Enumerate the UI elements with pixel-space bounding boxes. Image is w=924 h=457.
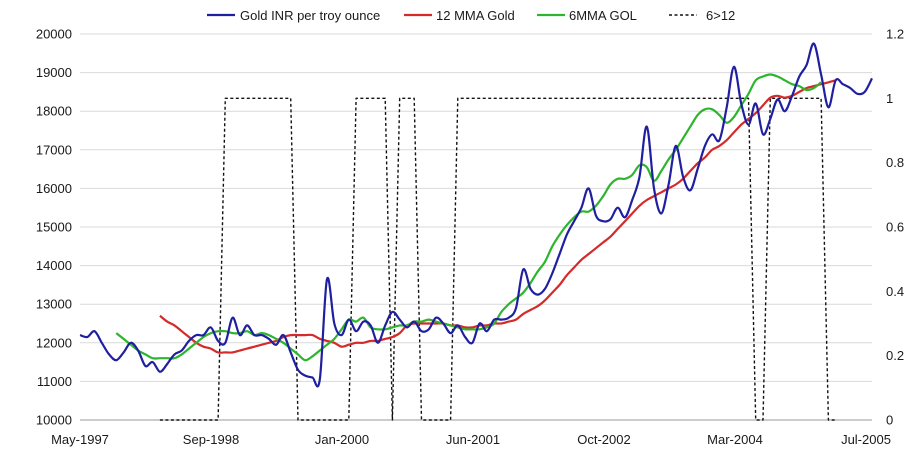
y2-tick-label: 0.2 <box>886 348 904 363</box>
y-tick-label: 18000 <box>36 104 72 119</box>
x-tick-label: Jul-2005 <box>841 432 891 447</box>
legend-item-2: 6MMA GOL <box>537 8 637 23</box>
y2-tick-label: 0.6 <box>886 220 904 235</box>
y-tick-label: 10000 <box>36 413 72 428</box>
x-tick-label: May-1997 <box>51 432 109 447</box>
series-line-2 <box>115 73 822 362</box>
legend-item-3: 6>12 <box>669 8 735 23</box>
y-axis-left: 10000 11000 12000 13000 14000 15000 16000 17000… <box>36 27 72 428</box>
legend-item-1: 12 MMA Gold <box>404 8 515 23</box>
y2-tick-label: 0 <box>886 413 893 428</box>
legend-label: 12 MMA Gold <box>436 8 515 23</box>
y-tick-label: 13000 <box>36 297 72 312</box>
x-axis: May-1997 Sep-1998 Jan-2000 Jun-2001 Oct-2002… <box>51 432 891 447</box>
y-tick-label: 15000 <box>36 220 72 235</box>
legend-label: Gold INR per troy ounce <box>240 8 380 23</box>
x-tick-label: Sep-1998 <box>183 432 239 447</box>
gridlines <box>80 33 872 421</box>
series-line-3 <box>159 97 836 421</box>
legend-label: 6>12 <box>706 8 735 23</box>
y-tick-label: 14000 <box>36 258 72 273</box>
series-line-1 <box>159 79 836 354</box>
y2-tick-label: 1 <box>886 91 893 106</box>
y-tick-label: 12000 <box>36 335 72 350</box>
plot-area <box>79 42 873 421</box>
series-line-0 <box>79 42 873 388</box>
legend-label: 6MMA GOL <box>569 8 637 23</box>
y-tick-label: 16000 <box>36 181 72 196</box>
y-axis-right: 0 0.2 0.4 0.6 0.8 1 1.2 <box>886 27 904 428</box>
y2-tick-label: 1.2 <box>886 27 904 42</box>
legend-item-0: Gold INR per troy ounce <box>207 8 380 23</box>
y-tick-label: 11000 <box>37 374 72 389</box>
y-tick-label: 20000 <box>36 27 72 42</box>
y-tick-label: 19000 <box>36 65 72 80</box>
x-tick-label: Jun-2001 <box>446 432 500 447</box>
x-tick-label: Mar-2004 <box>707 432 763 447</box>
y-tick-label: 17000 <box>36 142 72 157</box>
x-tick-label: Jan-2000 <box>315 432 369 447</box>
x-tick-label: Oct-2002 <box>577 432 630 447</box>
legend: Gold INR per troy ounce 12 MMA Gold 6MMA G… <box>207 8 735 23</box>
y2-tick-label: 0.4 <box>886 284 904 299</box>
y2-tick-label: 0.8 <box>886 155 904 170</box>
